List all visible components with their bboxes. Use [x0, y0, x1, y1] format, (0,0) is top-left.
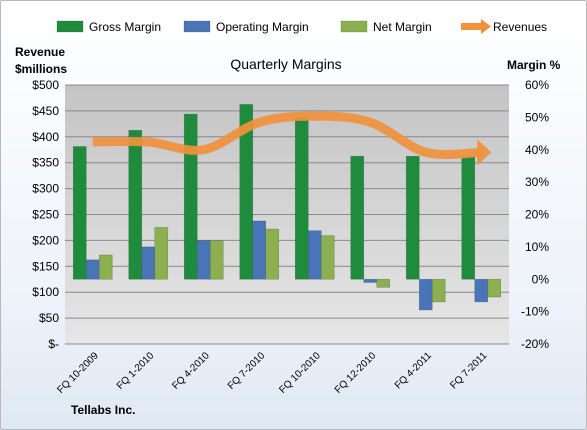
bar-gross-margin	[294, 117, 309, 280]
bars	[72, 104, 502, 311]
left-tick-label: $300	[32, 182, 59, 196]
category-label: FQ 7-2010	[226, 350, 268, 392]
bar-net-margin	[98, 254, 113, 280]
bar-operating-margin	[196, 240, 211, 280]
right-tick-label: -20%	[521, 337, 549, 351]
bar-operating-margin	[418, 278, 433, 311]
right-tick-label: 0%	[532, 272, 550, 286]
legend-label: Gross Margin	[89, 20, 161, 34]
left-axis-label-line2: $millions	[15, 62, 67, 76]
category-label: FQ 10-2010	[277, 350, 323, 396]
category-label: FQ 4-2010	[170, 350, 212, 392]
legend-label: Operating Margin	[216, 20, 309, 34]
bar-net-margin	[154, 227, 169, 280]
category-labels: FQ 10-2009 FQ 1-2010 FQ 4-2010 FQ 7-2010 FQ …	[55, 350, 489, 396]
revenue-arrowhead	[477, 139, 492, 166]
bar-operating-margin	[474, 278, 489, 303]
left-tick-label: $150	[32, 259, 59, 273]
legend-swatch-arrow	[481, 19, 491, 34]
bar-operating-margin	[307, 230, 322, 280]
bar-gross-margin	[350, 155, 365, 280]
left-axis-ticks: $- $50 $100 $150 $200 $250 $300 $350 $400 $450 $50…	[32, 78, 59, 351]
right-tick-label: 60%	[525, 78, 549, 92]
bar-gross-margin	[405, 155, 420, 280]
revenue-line-layer	[92, 111, 492, 166]
bar-gross-margin	[461, 155, 476, 280]
category-label: FQ 4-2011	[393, 350, 434, 391]
left-tick-label: $200	[32, 233, 59, 247]
right-tick-label: 40%	[525, 143, 549, 157]
left-tick-label: $500	[32, 78, 59, 92]
right-tick-label: -10%	[521, 305, 549, 319]
bar-net-margin	[376, 278, 391, 288]
category-label: FQ 10-2009	[55, 350, 101, 396]
bar-net-margin	[320, 235, 335, 280]
right-tick-label: 30%	[525, 175, 549, 189]
left-tick-label: $400	[32, 130, 59, 144]
legend-label: Net Margin	[373, 20, 432, 34]
category-label: FQ 7-2011	[448, 350, 489, 391]
bar-gross-margin	[128, 130, 143, 280]
bar-net-margin	[487, 278, 502, 298]
legend-swatch	[56, 20, 84, 33]
right-tick-label: 50%	[525, 110, 549, 124]
left-tick-label: $350	[32, 156, 59, 170]
bar-operating-margin	[363, 278, 378, 283]
right-tick-label: 10%	[525, 240, 549, 254]
bar-gross-margin	[183, 113, 198, 280]
bar-net-margin	[265, 228, 280, 280]
right-axis-label: Margin %	[507, 58, 561, 72]
category-label: FQ 1-2010	[115, 350, 157, 392]
legend-swatch	[340, 20, 368, 33]
left-axis-label-line1: Revenue	[15, 45, 65, 59]
right-tick-label: 20%	[525, 208, 549, 222]
legend-swatch	[183, 20, 211, 33]
category-label: FQ 12-2010	[333, 350, 379, 396]
right-axis-ticks: -20% -10% 0% 10% 20% 30% 40% 50% 60%	[521, 78, 549, 351]
chart-title: Quarterly Margins	[230, 56, 341, 72]
left-tick-label: $450	[32, 104, 59, 118]
bar-net-margin	[209, 240, 224, 280]
bar-gross-margin	[72, 146, 87, 280]
revenue-line	[92, 111, 482, 160]
bar-operating-margin	[252, 220, 267, 280]
bar-gross-margin	[239, 104, 254, 280]
left-tick-label: $100	[32, 285, 59, 299]
legend-label: Revenues	[493, 20, 547, 34]
left-tick-label: $-	[48, 337, 59, 351]
bar-operating-margin	[85, 259, 100, 280]
bar-net-margin	[431, 278, 446, 303]
left-tick-label: $50	[39, 311, 59, 325]
company-name: Tellabs Inc.	[71, 403, 135, 417]
left-tick-label: $250	[32, 208, 59, 222]
bar-operating-margin	[141, 246, 156, 280]
legend: Gross Margin Operating Margin Net Margin Re…	[56, 19, 547, 34]
